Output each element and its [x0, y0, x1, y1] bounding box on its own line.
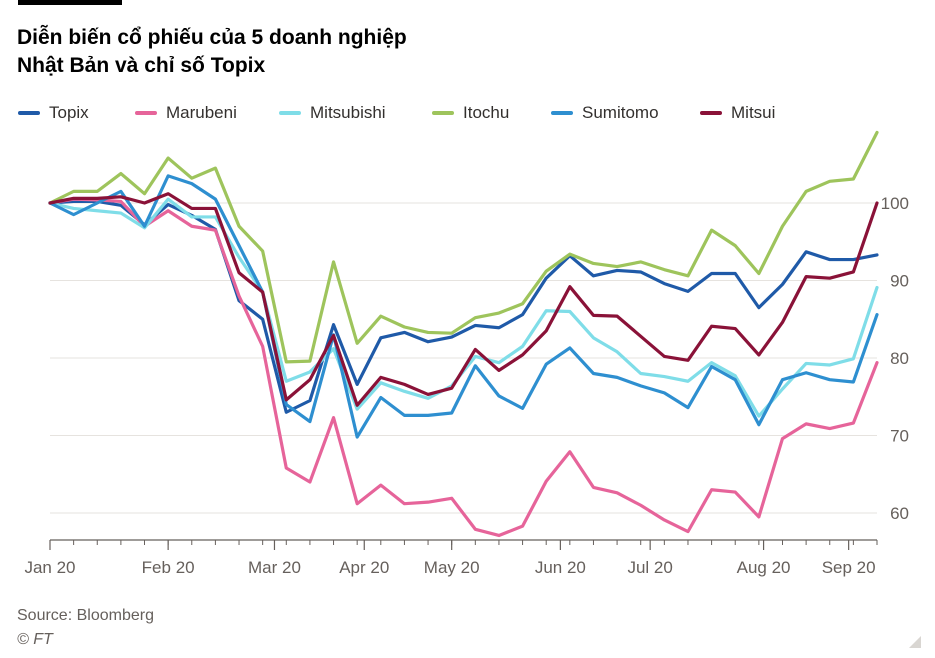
series-line-sumitomo — [48, 174, 879, 439]
legend-swatch-topix — [18, 111, 40, 115]
legend-item-mitsubishi: Mitsubishi — [279, 102, 386, 124]
series-line-marubeni — [48, 197, 879, 538]
legend-swatch-itochu — [432, 111, 454, 115]
y-tick-label: 100 — [881, 194, 909, 213]
legend-label-marubeni: Marubeni — [166, 103, 237, 122]
y-tick-label: 70 — [890, 427, 909, 446]
legend-item-sumitomo: Sumitomo — [551, 102, 659, 124]
source-note: Source: Bloomberg — [17, 607, 154, 624]
x-tick-label: Aug 20 — [737, 558, 791, 577]
legend-item-itochu: Itochu — [432, 102, 509, 124]
legend-swatch-mitsubishi — [279, 111, 301, 115]
x-tick-label: Feb 20 — [142, 558, 195, 577]
y-axis-labels: 60 70 80 90 100 — [881, 194, 909, 523]
legend-label-itochu: Itochu — [463, 103, 510, 122]
series-line-mitsubishi — [48, 197, 879, 418]
chart-title-line-1: Diễn biến cổ phiếu của 5 doanh nghiệp — [17, 26, 407, 49]
x-tick-label: Mar 20 — [248, 558, 301, 577]
legend-item-topix: Topix — [18, 102, 89, 124]
legend-label-mitsubishi: Mitsubishi — [310, 103, 386, 122]
x-tick-label: Sep 20 — [822, 558, 876, 577]
chart-title: Diễn biến cổ phiếu của 5 doanh nghiệp Nh… — [17, 24, 717, 80]
x-axis — [49, 539, 878, 550]
x-tick-label: May 20 — [424, 558, 480, 577]
series-line-itochu — [48, 130, 879, 364]
y-tick-label: 80 — [890, 349, 909, 368]
legend-label-sumitomo: Sumitomo — [582, 103, 659, 122]
series-lines — [48, 130, 879, 538]
gridlines — [50, 202, 877, 514]
legend-label-mitsui: Mitsui — [731, 103, 776, 122]
legend-item-mitsui: Mitsui — [700, 102, 775, 124]
header-accent-bar — [18, 0, 122, 5]
series-line-mitsui — [48, 192, 879, 407]
legend-label-topix: Topix — [49, 103, 89, 122]
legend-item-marubeni: Marubeni — [135, 102, 237, 124]
x-tick-label: Jul 20 — [627, 558, 672, 577]
legend-swatch-mitsui — [700, 111, 722, 115]
resize-corner-icon — [909, 636, 921, 648]
x-tick-label: Jun 20 — [535, 558, 586, 577]
y-tick-label: 60 — [890, 504, 909, 523]
copyright-note: © FT — [17, 631, 53, 648]
x-tick-label: Jan 20 — [24, 558, 75, 577]
series-line-topix — [48, 199, 879, 414]
x-axis-labels: Jan 20 Feb 20 Mar 20 Apr 20 May 20 Jun 20 Jul … — [24, 558, 875, 577]
x-tick-label: Apr 20 — [339, 558, 389, 577]
legend-swatch-marubeni — [135, 111, 157, 115]
line-chart: 60 70 80 90 100 Jan 20 Feb 20 Mar 20 Apr 20 May … — [24, 130, 909, 577]
legend-swatch-sumitomo — [551, 111, 573, 115]
y-tick-label: 90 — [890, 272, 909, 291]
chart-title-line-2: Nhật Bản và chỉ số Topix — [17, 54, 266, 77]
